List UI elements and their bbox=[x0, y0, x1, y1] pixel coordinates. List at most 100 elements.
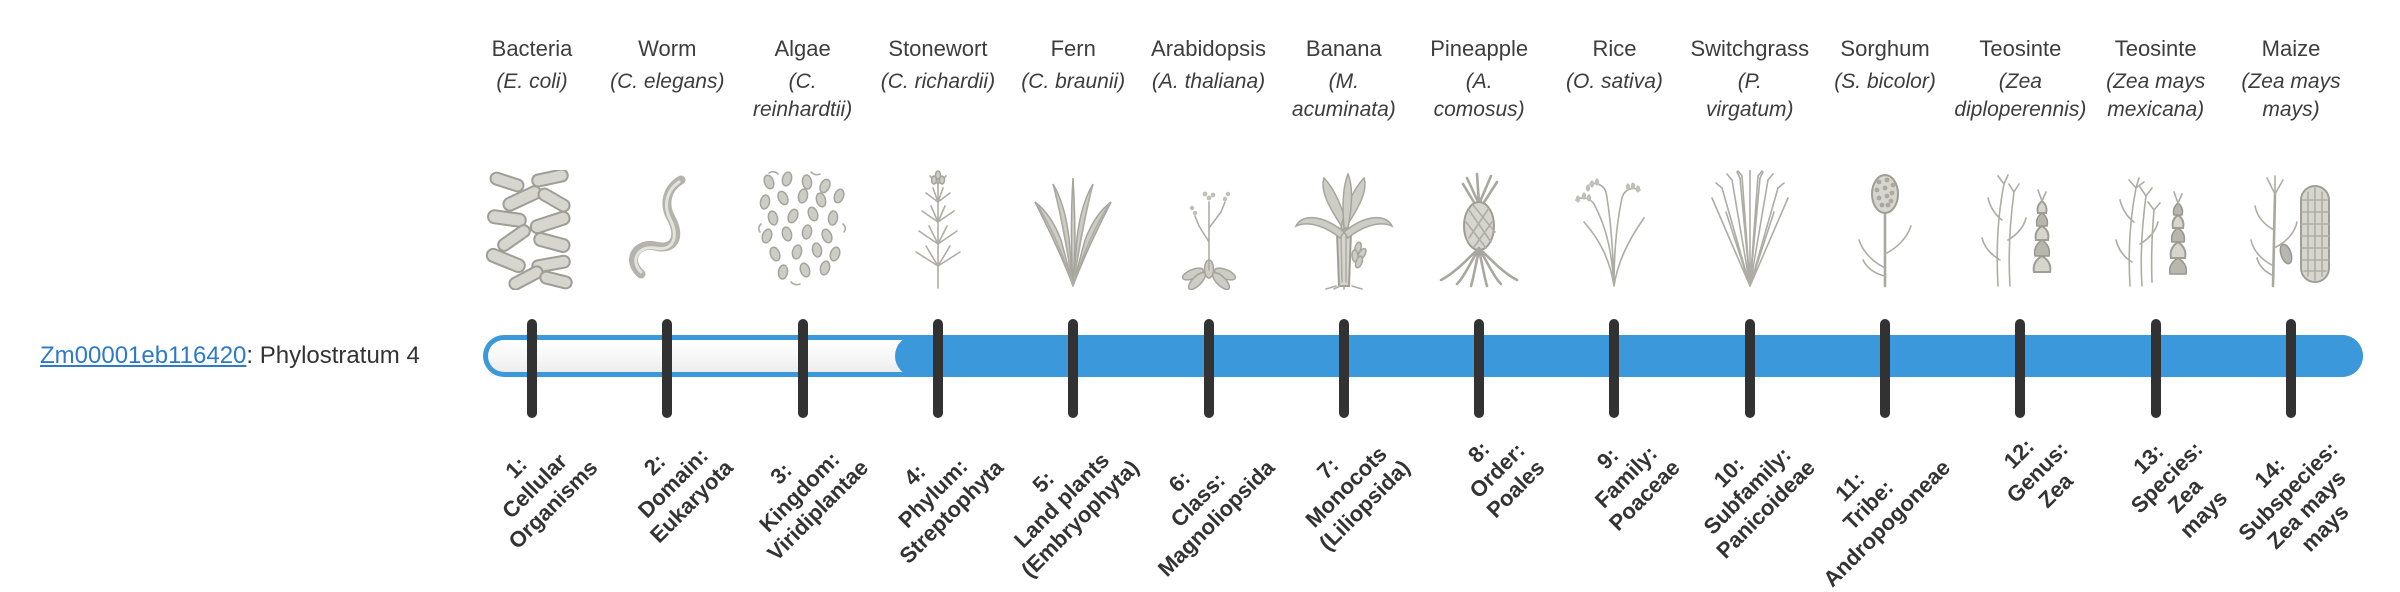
stratum-label: 4: Phylum: Streptophyta bbox=[858, 418, 1009, 569]
stratum-label: 3: Kingdom: Viridiplantae bbox=[726, 418, 874, 566]
organism-species-line: (O. sativa) bbox=[1566, 70, 1663, 93]
worm-icon bbox=[614, 168, 720, 290]
banana-icon bbox=[1291, 168, 1397, 290]
phylostratum-column: Worm (C. elegans) 2: Domain: Eukaryota bbox=[592, 0, 742, 580]
organism-name: Rice bbox=[1592, 36, 1637, 61]
organism-species: (C. elegans) bbox=[592, 68, 742, 96]
tick-mark bbox=[2286, 319, 2296, 418]
organism-name: Sorghum bbox=[1840, 36, 1930, 61]
organism-species-line: diploperennis) bbox=[1954, 97, 2087, 121]
organism-species-line: (Zea bbox=[1998, 70, 2042, 93]
sorghum-icon bbox=[1832, 168, 1938, 290]
organism-species-line: mexicana) bbox=[2107, 97, 2205, 121]
phylostratum-column: Bacteria (E. coli) 1: Cellular Organisms bbox=[457, 0, 607, 580]
phylostratum-column: Maize (Zea mays mays) 14: Subspecies: Zea m… bbox=[2216, 0, 2366, 580]
tick-mark bbox=[2015, 319, 2026, 418]
tick-mark bbox=[1880, 319, 1891, 418]
phylostratum-column: Teosinte (Zea mays mexicana) 13: Species: Z… bbox=[2081, 0, 2232, 580]
organism-name: Maize bbox=[2261, 36, 2321, 61]
organism-species-line: (M. bbox=[1328, 70, 1359, 93]
phylostratum-column: Pineapple (A. comosus) 8: Order: Poales bbox=[1404, 0, 1554, 580]
organism-species-line: reinhardtii) bbox=[753, 97, 853, 121]
organism-species-line: (C. braunii) bbox=[1021, 70, 1126, 93]
tick-mark bbox=[2150, 319, 2161, 418]
phylostratum-column: Sorghum (S. bicolor) 11: Tribe: Andropogon… bbox=[1810, 0, 1960, 592]
arabidopsis-icon bbox=[1156, 168, 1262, 290]
teosinte-diploperennis-icon bbox=[1967, 168, 2073, 290]
teosinte-mexicana-icon bbox=[2103, 168, 2209, 290]
organism-species-line: (A. thaliana) bbox=[1151, 70, 1266, 93]
stratum-label: 7: Monocots (Liliopsida) bbox=[1277, 418, 1415, 556]
organism-species-line: virgatum) bbox=[1706, 97, 1794, 121]
gene-id-link[interactable]: Zm00001eb116420 bbox=[40, 342, 247, 369]
algae-icon bbox=[750, 168, 856, 290]
stonewort-icon bbox=[885, 168, 991, 290]
organism-species-line: (Zea mays bbox=[2106, 70, 2206, 93]
pineapple-icon bbox=[1426, 168, 1532, 290]
organism-name: Stonewort bbox=[888, 36, 988, 61]
organism-species: (A. comosus) bbox=[1404, 68, 1554, 123]
organism-name: Teosinte bbox=[2114, 36, 2197, 61]
gene-label: Zm00001eb116420: Phylostratum 4 bbox=[40, 342, 420, 370]
switchgrass-icon bbox=[1697, 168, 1803, 290]
organism-species: (C. richardii) bbox=[863, 68, 1013, 96]
tick-mark bbox=[662, 319, 673, 418]
tick-mark bbox=[1474, 319, 1485, 418]
organism-species-line: (P. bbox=[1737, 70, 1762, 93]
stratum-label: 5: Land plants (Embryophyta) bbox=[979, 418, 1144, 583]
organism-name: Bacteria bbox=[491, 36, 573, 61]
organism-name: Pineapple bbox=[1430, 36, 1529, 61]
tick-mark bbox=[1744, 319, 1755, 418]
stratum-label: 1: Cellular Organisms bbox=[467, 418, 603, 554]
organism-species: (Zea diploperennis) bbox=[1945, 68, 2095, 123]
organism-species: (P. virgatum) bbox=[1675, 68, 1825, 123]
organism-species-line: (S. bicolor) bbox=[1834, 70, 1936, 93]
organism-species: (E. coli) bbox=[457, 68, 607, 96]
tick-mark bbox=[1068, 319, 1079, 418]
phylostratum-column: Algae (C. reinhardtii) 3: Kingdom: Viridipl… bbox=[728, 0, 878, 580]
phylostrata-bar bbox=[483, 335, 2363, 377]
organism-species: (C. reinhardtii) bbox=[728, 68, 878, 123]
organism-name: Algae bbox=[774, 36, 831, 61]
organism-name: Arabidopsis bbox=[1151, 36, 1266, 61]
organism-species-line: (E. coli) bbox=[496, 70, 568, 93]
bar-filled-segment bbox=[895, 335, 2363, 377]
gene-phylostratum-text: : Phylostratum 4 bbox=[246, 342, 420, 369]
stratum-label: 9: Family: Poaceae bbox=[1567, 418, 1685, 536]
phylostratum-column: Teosinte (Zea diploperennis) 12: Genus: Zea bbox=[1945, 0, 2095, 580]
tick-mark bbox=[797, 319, 808, 418]
organism-species-line: (C. elegans) bbox=[610, 70, 725, 93]
organism-name: Banana bbox=[1305, 36, 1382, 61]
tick-mark bbox=[932, 319, 943, 418]
tick-mark bbox=[1203, 319, 1214, 418]
fern-icon bbox=[1020, 168, 1126, 290]
bar-unfilled-track bbox=[488, 340, 928, 372]
organism-species-line: (Zea mays bbox=[2241, 70, 2341, 93]
organism-species: (Zea mays mays) bbox=[2216, 68, 2366, 123]
stratum-label: 14: Subspecies: Zea mays mays bbox=[2215, 418, 2380, 583]
bacteria-icon bbox=[479, 168, 585, 290]
organism-species: (Zea mays mexicana) bbox=[2081, 68, 2231, 123]
phylostratum-column: Banana (M. acuminata) 7: Monocots (Liliopsi… bbox=[1269, 0, 1419, 580]
organism-species: (A. thaliana) bbox=[1134, 68, 1284, 96]
organism-species: (C. braunii) bbox=[998, 68, 1148, 96]
organism-species-line: (C. richardii) bbox=[880, 70, 996, 93]
organism-species: (S. bicolor) bbox=[1810, 68, 1960, 96]
maize-icon bbox=[2238, 168, 2344, 290]
organism-species-line: comosus) bbox=[1433, 97, 1525, 121]
stratum-label: 8: Order: Poales bbox=[1445, 418, 1550, 523]
organism-name: Switchgrass bbox=[1690, 36, 1810, 61]
stratum-label: 2: Domain: Eukaryota bbox=[608, 418, 738, 548]
tick-mark bbox=[527, 319, 537, 418]
tick-mark bbox=[1338, 319, 1349, 418]
phylostratum-column: Stonewort (C. richardii) 4: Phylum: Strept… bbox=[863, 0, 1013, 580]
organism-species: (M. acuminata) bbox=[1269, 68, 1419, 123]
organism-species-line: acuminata) bbox=[1291, 97, 1396, 121]
organism-species: (O. sativa) bbox=[1539, 68, 1689, 96]
organism-name: Worm bbox=[638, 36, 697, 61]
phylostratum-column: Arabidopsis (A. thaliana) 6: Class: Magnol… bbox=[1134, 0, 1284, 581]
stratum-label: 6: Class: Magnoliopsida bbox=[1116, 418, 1280, 582]
phylostratum-column: Fern (C. braunii) 5: Land plants (Embryoph… bbox=[998, 0, 1148, 582]
tick-mark bbox=[1609, 319, 1620, 418]
organism-name: Fern bbox=[1050, 36, 1096, 61]
